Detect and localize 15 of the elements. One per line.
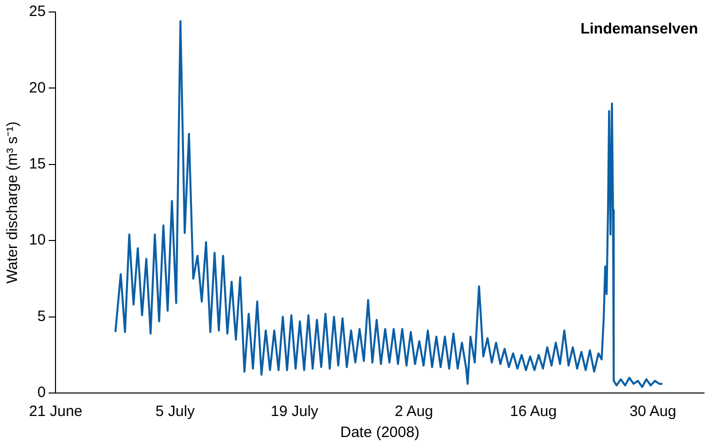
x-tick-label: 5 July (156, 403, 196, 420)
y-tick-label: 10 (28, 232, 46, 249)
x-tick-label: 21 June (28, 403, 82, 420)
y-tick-label: 15 (28, 156, 46, 173)
x-tick-label: 16 Aug (510, 403, 557, 420)
y-tick-label: 25 (28, 3, 46, 20)
y-tick-label: 20 (28, 79, 46, 96)
x-axis-title: Date (2008) (340, 424, 420, 442)
y-tick-label: 5 (37, 308, 46, 325)
x-tick-label: 2 Aug (394, 403, 434, 420)
x-tick-label: 30 Aug (629, 403, 676, 420)
annotation: Lindemanselven (580, 20, 698, 38)
x-tick-label: 19 July (270, 403, 319, 420)
y-axis-title: Water discharge (m³ s⁻¹) (4, 122, 22, 284)
y-tick-label: 0 (37, 384, 46, 402)
